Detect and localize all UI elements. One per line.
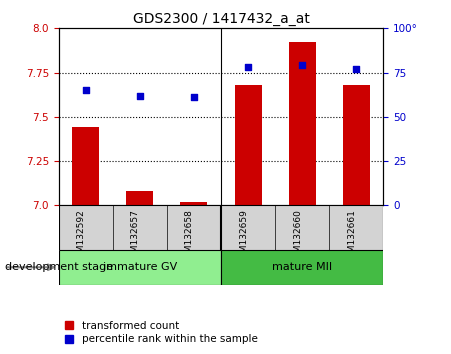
Legend: transformed count, percentile rank within the sample: transformed count, percentile rank withi… [64, 320, 258, 345]
Bar [59, 250, 221, 285]
Bar [235, 85, 262, 205]
Text: immature GV: immature GV [103, 262, 177, 272]
Point [353, 66, 360, 72]
Bar [221, 250, 383, 285]
Text: GSM132661: GSM132661 [347, 209, 356, 264]
Point [244, 64, 252, 70]
Bar [126, 191, 153, 205]
Text: mature MII: mature MII [272, 262, 332, 272]
Text: GSM132658: GSM132658 [185, 209, 194, 264]
Title: GDS2300 / 1417432_a_at: GDS2300 / 1417432_a_at [133, 12, 309, 26]
Bar [343, 85, 370, 205]
Point [82, 87, 89, 93]
Bar [180, 202, 207, 205]
Text: GSM132659: GSM132659 [239, 209, 248, 264]
Text: GSM132657: GSM132657 [131, 209, 140, 264]
Bar [289, 42, 316, 205]
Point [136, 93, 143, 98]
Point [190, 95, 198, 100]
Point [299, 63, 306, 68]
Text: development stage: development stage [5, 262, 113, 272]
Text: GSM132660: GSM132660 [293, 209, 302, 264]
Bar [72, 127, 99, 205]
Text: GSM132592: GSM132592 [77, 209, 86, 264]
